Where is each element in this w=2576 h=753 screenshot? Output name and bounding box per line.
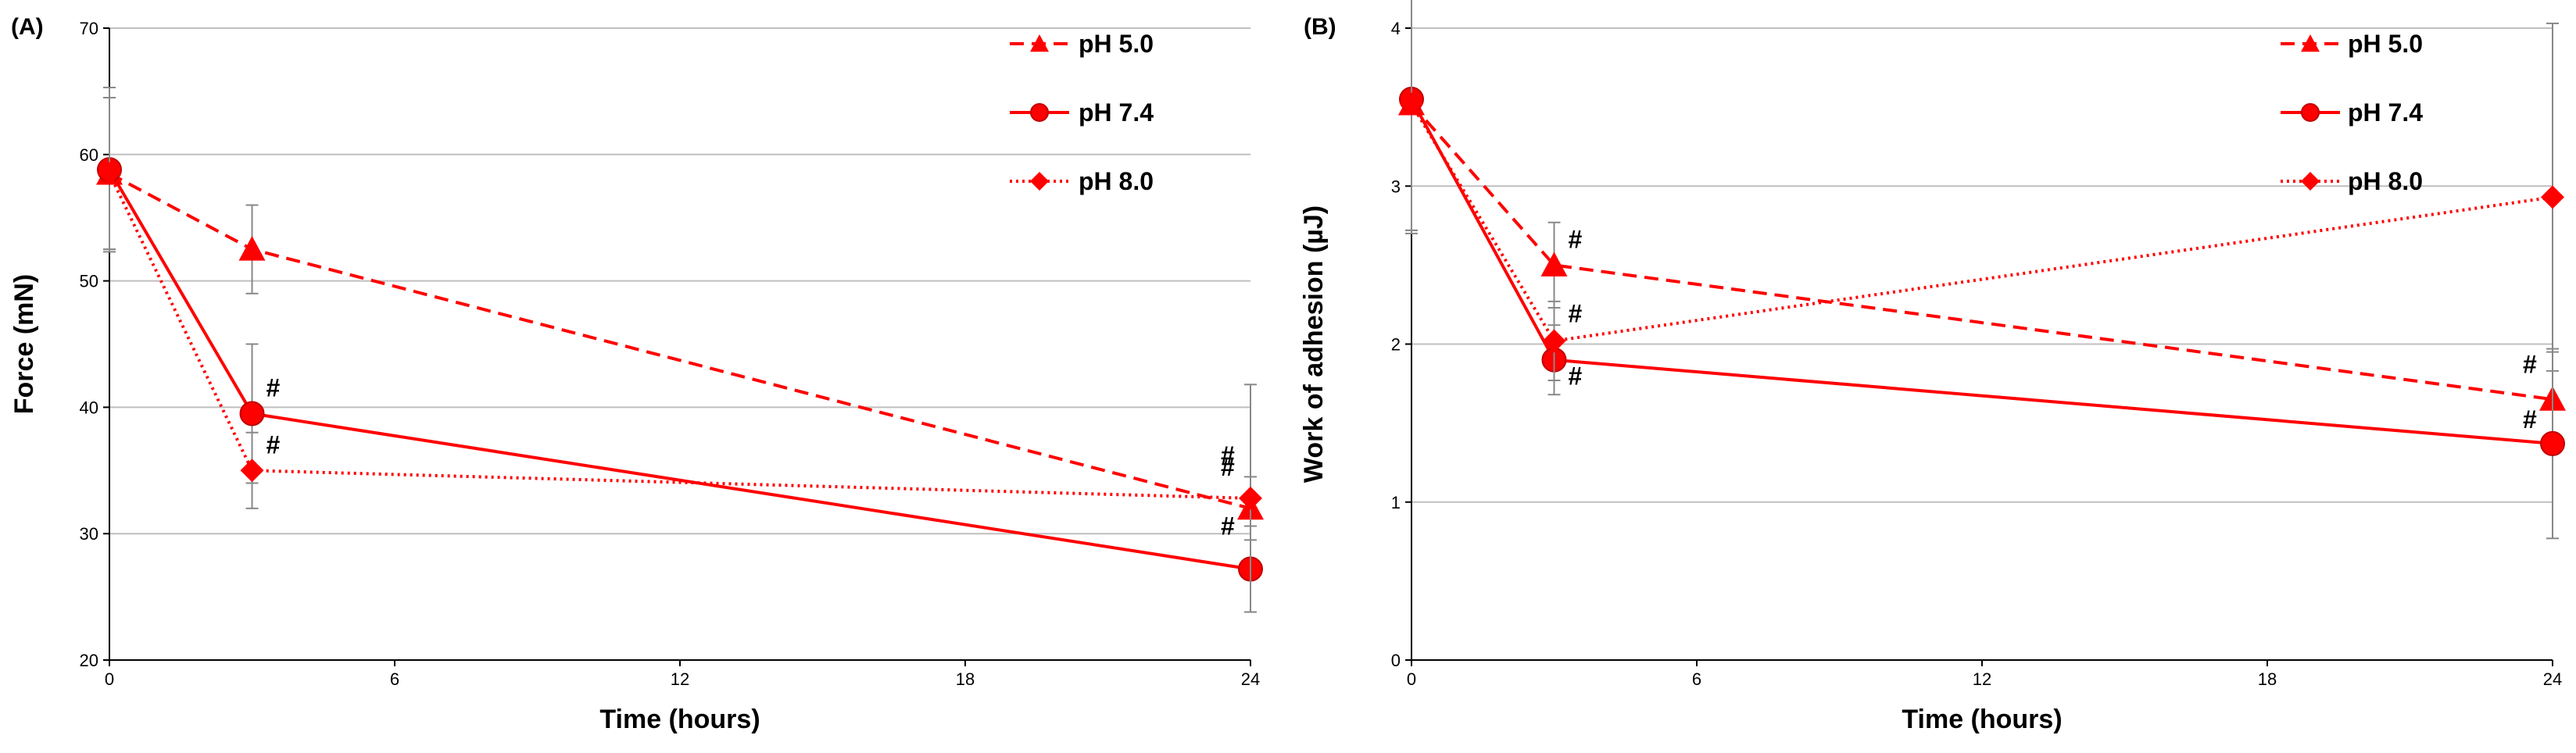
significance-mark: # [2523, 405, 2537, 434]
x-tick-label: 6 [1692, 669, 1701, 689]
legend-marker [1030, 172, 1049, 191]
significance-mark: # [1569, 362, 1583, 391]
legend: pH 5.0 pH 7.4 pH 8.0 [2281, 30, 2423, 195]
significance-mark: # [1221, 441, 1235, 469]
y-tick-label: 50 [80, 272, 98, 291]
series-ph-5-0: # [96, 96, 1264, 541]
x-tick-label: 6 [390, 669, 399, 689]
legend: pH 5.0 pH 7.4 pH 8.0 [1010, 30, 1154, 195]
x-tick-label: 18 [956, 669, 975, 689]
data-point [98, 162, 121, 186]
legend-label: pH 7.4 [2348, 98, 2423, 127]
series-ph-8-0: # [1400, 0, 2564, 382]
chart-panel-a: 20 30 40 50 60 70 0 6 12 18 24 Time (hours) Force (m… [9, 14, 1264, 734]
legend-label: pH 5.0 [2348, 30, 2423, 58]
data-point [2540, 430, 2565, 456]
series-line [1410, 103, 2553, 343]
legend-marker [1030, 103, 1049, 122]
legend-label: pH 7.4 [1079, 98, 1154, 127]
y-tick-label: 30 [80, 524, 98, 544]
x-tick-label: 18 [2258, 669, 2277, 689]
legend-marker [2301, 172, 2320, 191]
legend-marker [1030, 34, 1049, 52]
series-ph-7-4: ## [1399, 0, 2565, 540]
significance-mark: # [1569, 225, 1583, 253]
significance-mark: # [1221, 512, 1235, 541]
data-point [1540, 252, 1568, 277]
series-line [108, 173, 1251, 500]
legend-marker [2301, 103, 2320, 122]
significance-mark: # [267, 373, 281, 401]
x-tick-label: 24 [2543, 669, 2562, 689]
y-axis-title: Work of adhesion (µJ) [1299, 205, 1329, 483]
legend-label: pH 8.0 [2348, 167, 2423, 195]
data-point [2541, 185, 2564, 209]
series-ph-8-0: # # [98, 96, 1262, 613]
legend-label: pH 8.0 [1079, 167, 1154, 195]
data-point [240, 459, 264, 483]
series-line [1410, 102, 2553, 401]
y-tick-label: 40 [80, 398, 98, 417]
significance-mark: # [2523, 350, 2537, 378]
y-tick-label: 3 [1391, 177, 1401, 196]
significance-mark: # [267, 430, 281, 459]
legend-label: pH 5.0 [1079, 30, 1154, 58]
y-tick-label: 70 [80, 19, 98, 38]
y-tick-label: 4 [1391, 19, 1401, 38]
significance-mark: # [1569, 299, 1583, 327]
data-point [1542, 329, 1566, 353]
x-tick-label: 12 [1973, 669, 1991, 689]
y-tick-label: 20 [80, 651, 98, 670]
x-tick-label: 12 [671, 669, 689, 689]
data-point [238, 236, 266, 261]
y-tick-label: 1 [1391, 493, 1401, 512]
x-tick-label: 0 [1407, 669, 1416, 689]
x-axis-title: Time (hours) [599, 705, 760, 734]
y-axis-title: Force (mN) [9, 274, 39, 414]
data-point [239, 401, 265, 426]
y-tick-label: 0 [1391, 651, 1401, 670]
legend-marker [2301, 34, 2320, 52]
data-point [1400, 92, 1423, 116]
series-line [1410, 98, 2553, 445]
x-tick-label: 0 [105, 669, 114, 689]
data-point [1239, 486, 1262, 510]
y-tick-label: 60 [80, 145, 98, 165]
significance-mark: # [1221, 453, 1235, 481]
series-line [109, 172, 1251, 510]
x-axis-title: Time (hours) [1902, 705, 2062, 734]
series-line [108, 169, 1251, 571]
y-tick-label: 2 [1391, 335, 1401, 355]
x-tick-label: 24 [1241, 669, 1260, 689]
panel-label: (B) [1304, 14, 1336, 40]
panel-label: (A) [11, 14, 44, 40]
